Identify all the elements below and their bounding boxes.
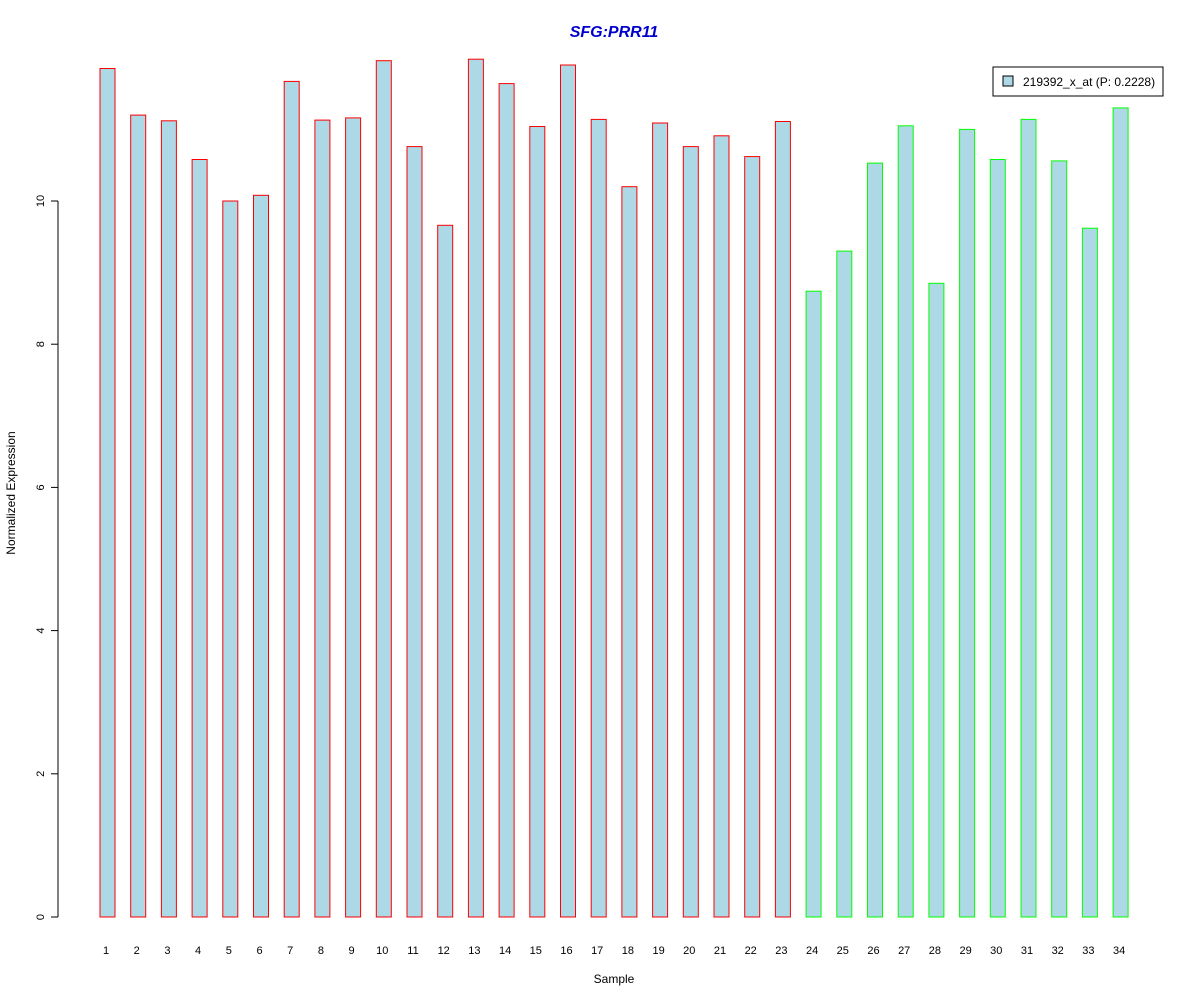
x-tick-label-6: 6 [256,945,262,957]
bar-sample-3 [160,120,177,918]
x-tick-label-26: 26 [867,945,879,957]
x-tick-label-33: 33 [1082,945,1094,957]
x-tick-label-16: 16 [560,945,572,957]
x-tick-label-4: 4 [195,945,201,957]
x-tick-label-34: 34 [1113,945,1125,957]
x-tick-label-13: 13 [468,945,480,957]
bar-sample-9 [345,117,362,918]
bar-sample-6 [253,194,269,918]
y-tick-label: 6 [35,484,47,490]
y-tick-label: 2 [35,771,47,777]
bar-sample-11 [406,146,423,918]
bar-sample-12 [437,224,454,918]
bar-sample-5 [222,200,239,918]
bar-sample-4 [191,159,208,918]
bar-sample-25 [836,250,853,918]
x-tick-label-14: 14 [499,945,511,957]
bar-sample-24 [805,290,822,918]
x-tick-label-17: 17 [591,945,603,957]
bars-group [99,58,1129,918]
x-tick-label-12: 12 [438,945,450,957]
x-tick-label-7: 7 [287,945,293,957]
bar-sample-14 [498,83,515,918]
x-tick-label-5: 5 [226,945,232,957]
x-tick-label-20: 20 [683,945,695,957]
x-tick-label-1: 1 [103,945,109,957]
bar-sample-13 [467,58,484,918]
y-tick-label: 4 [35,628,47,634]
bar-sample-2 [130,114,147,918]
bar-sample-7 [283,80,300,918]
bar-sample-23 [774,121,791,918]
x-tick-label-19: 19 [652,945,664,957]
bar-sample-34 [1112,107,1129,918]
x-tick-label-23: 23 [775,945,787,957]
y-tick-label: 8 [35,341,47,347]
x-tick-label-28: 28 [929,945,941,957]
x-tick-label-29: 29 [959,945,971,957]
bar-sample-31 [1020,118,1037,918]
bar-sample-1 [99,68,116,918]
x-tick-label-3: 3 [164,945,170,957]
legend-box [992,66,1164,97]
bar-sample-20 [682,146,699,918]
x-tick-label-21: 21 [714,945,726,957]
x-tick-labels: 1 2 3 4 5 6 7 8 9 10 11 12 13 14 15 16 17 18 19 20 21 22 23 24 2… [103,945,1125,957]
bar-sample-16 [560,64,576,918]
bar-sample-27 [897,125,914,918]
legend-swatch [1002,75,1014,87]
y-tick-label: 10 [35,195,47,207]
bar-sample-17 [590,118,607,918]
bar-sample-8 [314,119,331,918]
x-tick-label-24: 24 [806,945,818,957]
x-tick-label-25: 25 [837,945,849,957]
bar-sample-22 [744,156,761,918]
y-axis: 0 2 4 6 8 10 [35,195,59,920]
bar-sample-26 [867,162,883,918]
x-tick-label-15: 15 [530,945,542,957]
bar-sample-33 [1081,227,1098,918]
bar-sample-15 [529,126,546,918]
x-tick-label-9: 9 [349,945,355,957]
bar-sample-29 [959,128,976,918]
x-tick-label-10: 10 [376,945,388,957]
bar-sample-19 [652,122,669,918]
bar-sample-18 [621,186,638,918]
bar-sample-30 [989,159,1006,918]
x-tick-label-30: 30 [990,945,1002,957]
x-tick-label-8: 8 [318,945,324,957]
x-tick-label-18: 18 [622,945,634,957]
bar-sample-32 [1051,160,1068,918]
legend-entry: 219392_x_at (P: 0.2228) [1023,75,1155,89]
x-tick-label-2: 2 [134,945,140,957]
x-tick-label-32: 32 [1052,945,1064,957]
y-axis-label: Normalized Expression [4,431,18,554]
legend: 219392_x_at (P: 0.2228) [992,66,1164,97]
x-tick-label-11: 11 [407,945,418,957]
chart-title: SFG:PRR11 [570,24,659,41]
x-tick-label-31: 31 [1021,945,1033,957]
bar-sample-10 [375,60,392,918]
x-tick-label-27: 27 [898,945,910,957]
x-axis-label: Sample [594,972,635,986]
y-tick-label: 0 [35,914,47,920]
bar-sample-28 [928,282,945,918]
x-tick-label-22: 22 [745,945,757,957]
bar-sample-21 [713,135,730,918]
